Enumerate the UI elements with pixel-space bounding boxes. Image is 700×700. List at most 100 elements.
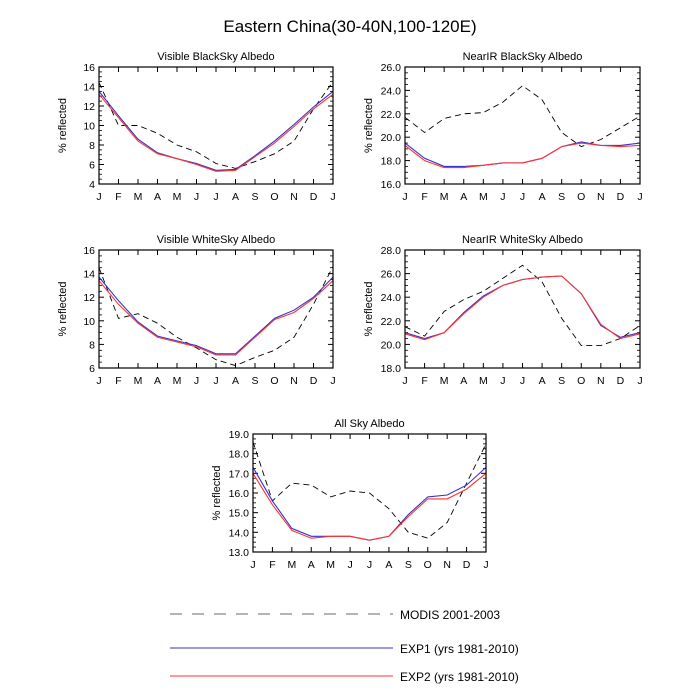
series-line-modis	[98, 81, 334, 169]
series-line-exp2	[98, 93, 334, 172]
y-tick-label: 8	[89, 339, 95, 351]
y-tick-label: 15.0	[229, 508, 250, 520]
x-tick-label: J	[194, 191, 199, 203]
x-tick-label: J	[520, 191, 525, 203]
x-tick-label: J	[96, 375, 101, 387]
x-tick-label: N	[290, 191, 298, 203]
y-tick-label: 14.0	[229, 527, 250, 539]
x-tick-label: D	[617, 375, 625, 387]
y-axis-label: % reflected	[57, 98, 69, 153]
plot-frame	[98, 66, 334, 185]
x-tick-label: A	[232, 191, 239, 203]
series-line-modis	[252, 441, 487, 539]
x-tick-label: M	[287, 559, 296, 571]
x-tick-label: D	[617, 191, 625, 203]
series-line-exp2	[404, 142, 641, 169]
x-tick-label: A	[460, 191, 467, 203]
y-tick-label: 24.0	[381, 85, 402, 97]
x-tick-label: M	[479, 375, 488, 387]
x-tick-label: J	[483, 559, 488, 571]
y-tick-label: 20.0	[381, 339, 402, 351]
x-tick-label: O	[270, 375, 278, 387]
y-tick-label: 16	[83, 62, 95, 74]
x-tick-label: A	[385, 559, 392, 571]
plot-frame	[404, 66, 641, 185]
x-tick-label: J	[250, 559, 255, 571]
y-tick-label: 13.0	[229, 547, 250, 559]
y-tick-label: 4	[89, 179, 95, 191]
x-tick-label: J	[96, 191, 101, 203]
panel-title: NearIR WhiteSky Albedo	[462, 234, 583, 246]
y-tick-label: 18.0	[381, 156, 402, 168]
figure-title: Eastern China(30-40N,100-120E)	[223, 17, 476, 36]
x-tick-label: J	[367, 559, 372, 571]
legend-label-modis: MODIS 2001-2003	[400, 608, 500, 622]
y-tick-label: 26.0	[381, 269, 402, 281]
y-tick-label: 26.0	[381, 62, 402, 74]
y-tick-label: 10	[83, 121, 95, 133]
x-tick-label: J	[194, 375, 199, 387]
x-tick-label: M	[479, 191, 488, 203]
x-tick-label: J	[520, 375, 525, 387]
x-tick-label: M	[440, 375, 449, 387]
y-tick-label: 18.0	[229, 449, 250, 461]
legend-label-exp2: EXP2 (yrs 1981-2010)	[400, 670, 519, 684]
x-tick-label: J	[402, 375, 407, 387]
x-tick-label: J	[213, 375, 218, 387]
y-tick-label: 6	[89, 160, 95, 172]
x-tick-label: M	[326, 559, 335, 571]
x-tick-label: M	[440, 191, 449, 203]
x-tick-label: A	[308, 559, 315, 571]
x-tick-label: J	[347, 559, 352, 571]
x-tick-label: O	[270, 191, 278, 203]
y-tick-label: 8	[89, 140, 95, 152]
y-axis-label: % reflected	[363, 98, 375, 153]
x-tick-label: D	[310, 191, 318, 203]
plot-frame	[404, 249, 641, 369]
x-tick-label: S	[558, 191, 565, 203]
y-tick-label: 16.0	[381, 179, 402, 191]
panel-title: NearIR BlackSky Albedo	[463, 51, 583, 63]
x-tick-label: F	[269, 559, 275, 571]
series-line-modis	[404, 264, 641, 347]
series-line-exp1	[404, 275, 641, 340]
x-tick-label: O	[424, 559, 432, 571]
x-tick-label: O	[577, 375, 585, 387]
series-line-modis	[404, 85, 641, 148]
x-tick-label: N	[290, 375, 298, 387]
x-tick-label: S	[558, 375, 565, 387]
series-line-modis	[98, 266, 334, 367]
x-tick-label: N	[597, 191, 605, 203]
y-tick-label: 22.0	[381, 109, 402, 121]
series-line-exp1	[98, 276, 334, 355]
series-line-exp1	[98, 90, 334, 171]
x-tick-label: J	[500, 191, 505, 203]
legend: MODIS 2001-2003 EXP1 (yrs 1981-2010) EXP2 …	[170, 608, 519, 684]
y-axis-label: % reflected	[57, 281, 69, 336]
y-tick-label: 22.0	[381, 316, 402, 328]
x-tick-label: J	[402, 191, 407, 203]
x-tick-label: M	[173, 191, 182, 203]
x-tick-label: A	[539, 375, 546, 387]
x-tick-label: J	[637, 191, 642, 203]
y-tick-label: 6	[89, 363, 95, 375]
x-tick-label: D	[463, 559, 471, 571]
x-tick-label: N	[597, 375, 605, 387]
panel-title: Visible WhiteSky Albedo	[157, 234, 275, 246]
panel-title: Visible BlackSky Albedo	[157, 51, 274, 63]
x-tick-label: A	[154, 191, 161, 203]
x-tick-label: S	[251, 375, 258, 387]
y-axis-label: % reflected	[211, 465, 223, 520]
y-tick-label: 24.0	[381, 292, 402, 304]
x-tick-label: A	[460, 375, 467, 387]
x-tick-label: F	[115, 191, 121, 203]
x-tick-label: J	[330, 375, 335, 387]
plot-frame	[252, 433, 487, 553]
y-tick-label: 14	[83, 269, 95, 281]
x-tick-label: M	[134, 191, 143, 203]
